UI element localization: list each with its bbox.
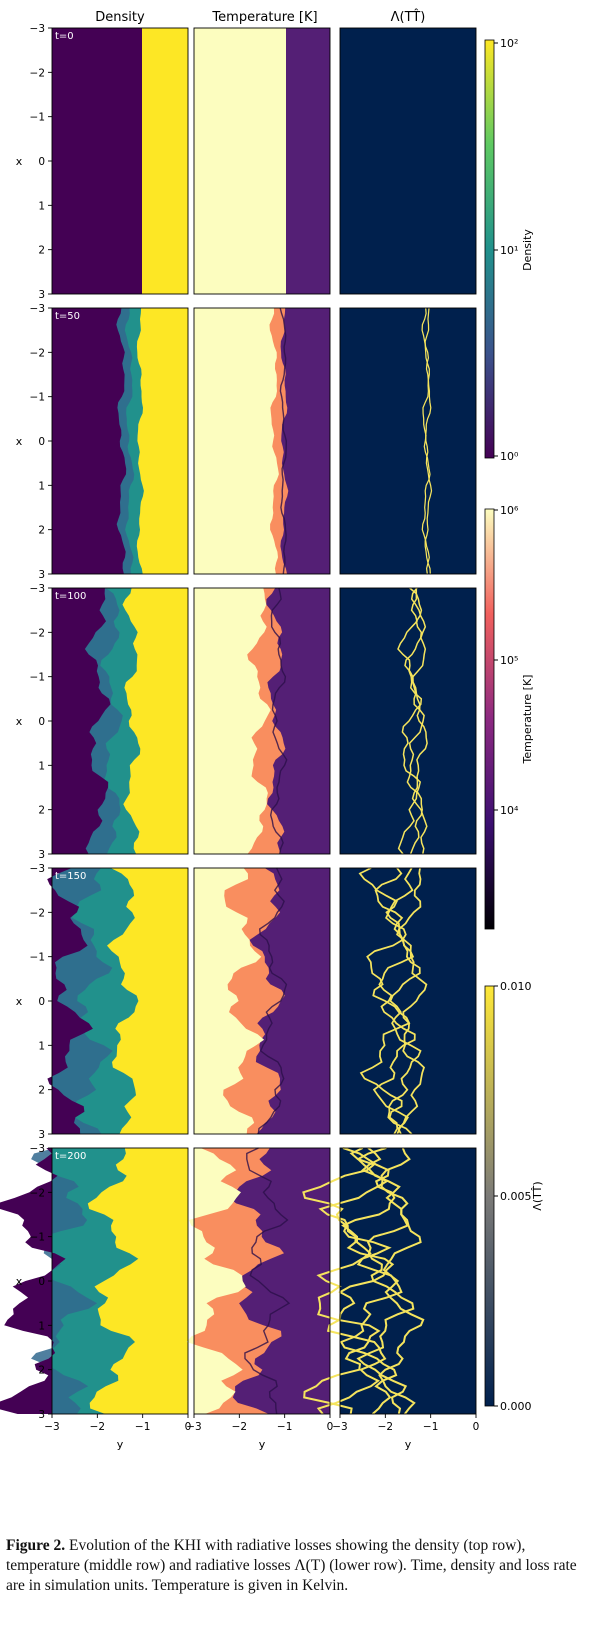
panel-temperature [194,867,330,1135]
x-tick-label: 0 [38,716,45,728]
y-tick-label: −1 [135,1421,150,1433]
panel-density [52,28,188,294]
panel-temperature [194,307,330,575]
x-tick-label: −1 [30,952,45,964]
x-tick-label: 2 [38,525,45,537]
x-tick-label: 0 [38,436,45,448]
x-tick-label: 3 [38,289,45,301]
panel-loss [340,28,476,294]
x-tick-label: −1 [30,112,45,124]
colorbar-loss-tick: 0.000 [500,1400,532,1413]
colorbar-temperature-tick: 10⁴ [500,804,519,817]
x-axis-label: x [16,995,23,1008]
x-tick-label: 1 [38,1040,45,1052]
y-tick-label: −1 [277,1421,292,1433]
y-tick-label: 0 [473,1421,480,1433]
colorbar-density: 10² 10¹ 10⁰ Density [484,37,534,463]
y-tick-label: −2 [232,1421,247,1433]
y-tick-label: −3 [186,1421,201,1433]
time-label: t=50 [55,311,80,322]
x-tick-label: −2 [30,347,45,359]
colorbar-loss-label: Λ(TT̂) [531,1181,544,1210]
x-axis-label: x [16,1275,23,1288]
x-tick-label: −3 [30,303,45,315]
y-axis-label: y [117,1438,124,1451]
colorbar-temperature-label: Temperature [K] [521,675,534,765]
y-tick-label: −1 [423,1421,438,1433]
khi-figure: Density Temperature [K] Λ(TT̂) t=0 −3 −2 −1… [0,10,544,1451]
x-tick-label: 1 [38,480,45,492]
x-tick-label: 3 [38,569,45,581]
figure-caption-text: Evolution of the KHI with radiative loss… [6,1537,577,1594]
x-tick-label: −2 [30,67,45,79]
y-tick-label: −3 [332,1421,347,1433]
x-tick-label: −3 [30,583,45,595]
panel-density [0,1148,188,1414]
panel-temperature [194,28,330,294]
column-title-temperature: Temperature [K] [211,10,317,25]
panel-density [52,308,188,574]
figure-caption-label: Figure 2. [6,1537,66,1554]
colorbar-loss: 0.010 0.005 0.000 Λ(TT̂) [484,980,544,1413]
x-tick-label: −3 [30,863,45,875]
x-tick-label: −2 [30,1187,45,1199]
panel-temperature [194,587,330,855]
panel-loss [340,307,476,575]
colorbar-density-tick: 10¹ [500,244,518,257]
column-title-loss: Λ(TT̂) [391,10,426,25]
x-axis-label: x [16,715,23,728]
x-tick-label: −1 [30,1232,45,1244]
y-tick-label: −2 [90,1421,105,1433]
x-axis-label: x [16,435,23,448]
panel-loss [340,587,476,855]
colorbar-temperature: 10⁶ 10⁵ 10⁴ Temperature [K] [484,504,534,930]
x-tick-label: 2 [38,1085,45,1097]
x-tick-label: 0 [38,1276,45,1288]
x-tick-label: −1 [30,672,45,684]
colorbar-temperature-tick: 10⁶ [500,504,519,517]
time-label: t=100 [55,591,86,602]
y-tick-label: 0 [185,1421,192,1433]
x-tick-label: 2 [38,805,45,817]
panel-temperature [186,1147,330,1415]
x-tick-label: 3 [38,1409,45,1421]
y-axis-label: y [405,1438,412,1451]
panel-density [47,868,188,1134]
axes-layer: t=0 −3 −2 −1 0 1 2 3 x t=50 −3 −2 −1 0 1 2 3 x t=100 −3 −2 −1… [16,23,480,1451]
x-axis-label: x [16,155,23,168]
x-tick-label: −2 [30,907,45,919]
time-label: t=200 [55,1151,86,1162]
y-axis-label: y [259,1438,266,1451]
figure-caption: Figure 2. Evolution of the KHI with radi… [6,1536,586,1596]
time-label: t=0 [55,31,74,42]
time-label: t=150 [55,871,86,882]
x-tick-label: 3 [38,1129,45,1141]
colorbar-density-tick: 10² [500,37,518,50]
panel-loss [302,1147,476,1415]
x-tick-label: 1 [38,760,45,772]
x-tick-label: −2 [30,627,45,639]
x-tick-label: −3 [30,23,45,35]
x-tick-label: 0 [38,996,45,1008]
x-tick-label: −1 [30,392,45,404]
x-tick-label: 3 [38,849,45,861]
x-tick-label: 1 [38,1320,45,1332]
y-tick-label: 0 [327,1421,334,1433]
x-tick-label: −3 [30,1143,45,1155]
x-tick-label: 1 [38,200,45,212]
panel-grid [0,28,476,1415]
y-tick-label: −3 [44,1421,59,1433]
x-tick-label: 0 [38,156,45,168]
x-tick-label: 2 [38,1365,45,1377]
column-title-density: Density [95,10,145,25]
panel-loss [340,867,476,1135]
colorbar-loss-tick: 0.010 [500,980,532,993]
colorbar-density-label: Density [521,229,534,271]
colorbar-temperature-tick: 10⁵ [500,654,518,667]
panel-density [52,588,188,854]
colorbar-loss-tick: 0.005 [500,1190,532,1203]
colorbar-density-tick: 10⁰ [500,450,519,463]
x-tick-label: 2 [38,245,45,257]
y-tick-label: −2 [378,1421,393,1433]
